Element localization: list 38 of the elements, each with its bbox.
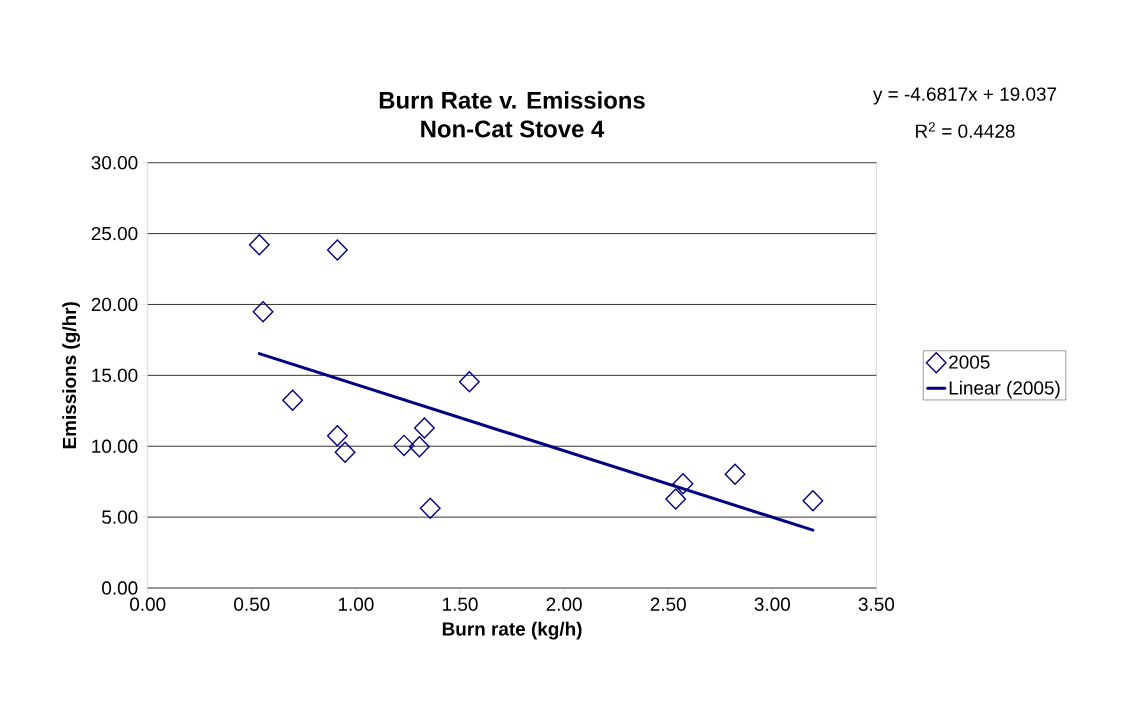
- x-tick-label: 3.50: [858, 597, 895, 611]
- point: [802, 489, 824, 512]
- x-tick-label: 1.50: [443, 597, 478, 611]
- chart-title: Burn Rate v. Emissions: [379, 91, 645, 109]
- x-tick-label: 0.00: [130, 597, 166, 611]
- x-tick-label: 3.00: [754, 597, 790, 611]
- y-tick-label: 15.00: [92, 368, 138, 383]
- point: [419, 497, 441, 520]
- y-tick-label: 20.00: [91, 297, 138, 312]
- point: [724, 463, 746, 485]
- x-tick-label: 0.50: [234, 597, 270, 611]
- point: [393, 434, 415, 457]
- point: [672, 472, 694, 495]
- legend-label: Linear (2005): [949, 380, 1060, 399]
- text: R$^{2}$ = 0.4428: [916, 122, 1015, 138]
- x-tick-label: 2.50: [650, 597, 686, 611]
- point: [252, 301, 274, 323]
- y-axis-title: Emissions (g/hr): [62, 302, 80, 449]
- point: [665, 488, 687, 510]
- y-tick-label: 0.00: [102, 581, 138, 595]
- point: [326, 239, 348, 261]
- y-tick-label: 10.00: [92, 439, 138, 453]
- point: [282, 389, 304, 411]
- x-tick-label: 2.00: [546, 597, 582, 611]
- x-axis-title: Burn rate (kg/h): [442, 621, 582, 640]
- y-tick-label: 30.00: [91, 155, 138, 170]
- legend-label: 2005: [949, 355, 990, 369]
- point: [408, 435, 430, 458]
- x-tick-label: 1.00: [338, 597, 374, 611]
- point: [458, 371, 480, 393]
- point: [413, 417, 435, 439]
- text: y = -4.6817x + 19.037: [872, 87, 1057, 105]
- point: [334, 441, 356, 464]
- point: [326, 425, 348, 447]
- y-tick-label: 5.00: [102, 510, 138, 524]
- point: [248, 234, 270, 256]
- chart-subtitle: Non-Cat Stove 4: [421, 120, 605, 138]
- y-tick-label: 25.00: [91, 226, 138, 241]
